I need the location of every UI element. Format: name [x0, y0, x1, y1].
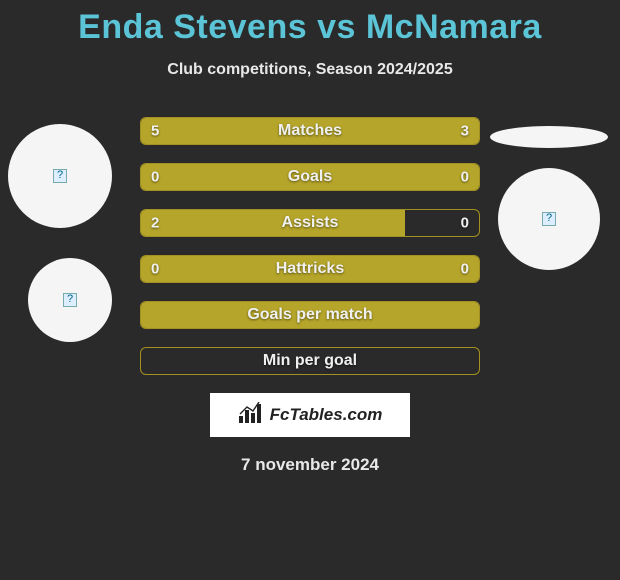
fctables-label: FcTables.com [270, 405, 383, 425]
club-right-ellipse [490, 126, 608, 148]
stat-row: 53Matches [140, 117, 480, 145]
stat-row: Goals per match [140, 301, 480, 329]
fctables-badge: FcTables.com [210, 393, 410, 437]
image-placeholder-icon [542, 212, 556, 226]
stat-label: Goals [141, 168, 479, 186]
stat-label: Hattricks [141, 260, 479, 278]
fctables-bar-icon [238, 402, 264, 429]
player-right-avatar [498, 168, 600, 270]
stat-row: 00Hattricks [140, 255, 480, 283]
comparison-title: Enda Stevens vs McNamara [0, 0, 620, 47]
club-left-avatar [28, 258, 112, 342]
stat-row: 00Goals [140, 163, 480, 191]
stats-bar-container: 53Matches 00Goals 20Assists 00Hattricks Goal… [140, 117, 480, 375]
stat-label: Assists [141, 214, 479, 232]
comparison-subtitle: Club competitions, Season 2024/2025 [0, 61, 620, 79]
comparison-date: 7 november 2024 [0, 455, 620, 475]
stat-label: Matches [141, 122, 479, 140]
stat-label: Min per goal [141, 352, 479, 370]
image-placeholder-icon [53, 169, 67, 183]
stat-row: Min per goal [140, 347, 480, 375]
player-left-avatar [8, 124, 112, 228]
stat-row: 20Assists [140, 209, 480, 237]
image-placeholder-icon [63, 293, 77, 307]
stat-label: Goals per match [141, 306, 479, 324]
